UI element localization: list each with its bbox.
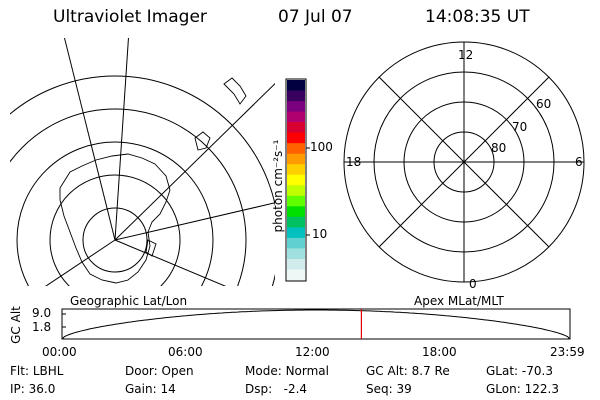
colorbar-segment: [287, 258, 305, 271]
colorbar-segment: [287, 174, 305, 186]
colorbar-segment: [287, 132, 305, 144]
colorbar-segment: [287, 227, 305, 239]
colorbar-frame: [285, 78, 307, 282]
longitude-lines: [45, 38, 275, 286]
colorbar-segment: [287, 90, 305, 102]
mlt-label-6: 6: [575, 155, 583, 169]
info-gc-alt: GC Alt: 8.7 Re: [366, 364, 450, 378]
mlt-label-12: 12: [458, 48, 474, 62]
xtick-18: 18:00: [422, 345, 457, 359]
mlt-label-18: 18: [346, 155, 362, 169]
colorbar-segment: [287, 101, 305, 113]
app-title: Ultraviolet Imager: [53, 7, 207, 27]
colorbar-segment: [287, 80, 305, 92]
info-dsp: Dsp: -2.4: [245, 382, 308, 396]
colorbar-segment: [287, 164, 305, 176]
mlat-label-60: 60: [536, 97, 552, 111]
info-glat: GLat: -70.3: [486, 364, 553, 378]
colorbar-segment: [287, 206, 305, 218]
xtick-12: 12:00: [295, 345, 330, 359]
colorbar-unit-label: photon cm⁻²s⁻¹: [271, 139, 285, 233]
info-gain: Gain: 14: [125, 382, 176, 396]
xtick-2359: 23:59: [550, 345, 585, 359]
gc-alt-ytick-1.8: 1.8: [32, 320, 52, 334]
gc-alt-yticks: [62, 313, 66, 328]
gc-alt-ytick-9: 9.0: [32, 306, 52, 320]
colorbar-segment: [287, 248, 305, 260]
colorbar-segment: [287, 195, 305, 207]
info-door: Door: Open: [125, 364, 194, 378]
colorbar-segment: [287, 185, 305, 197]
gc-alt-curve: [61, 309, 571, 340]
magnetic-polar-grid: [343, 41, 585, 283]
colorbar-ticks: [306, 147, 310, 236]
colorbar-tick-100: 100: [310, 140, 333, 154]
colorbar-segment: [287, 237, 305, 250]
geographic-label: Geographic Lat/Lon: [70, 294, 188, 308]
info-ip: IP: 36.0: [10, 382, 56, 396]
colorbar-segment: [287, 153, 305, 165]
mlat-label-70: 70: [512, 120, 528, 134]
info-mode: Mode: Normal: [245, 364, 329, 378]
colorbar-tick-10: 10: [312, 227, 328, 241]
gc-alt-ylabel: GC Alt: [9, 306, 23, 344]
xtick-00: 00:00: [42, 345, 77, 359]
colorbar-segment: [287, 269, 305, 281]
geographic-map: [10, 38, 275, 286]
info-seq: Seq: 39: [366, 382, 412, 396]
latitude-circles: [10, 75, 275, 286]
coastline-antarctica: [59, 153, 171, 284]
gc-alt-frame: [61, 308, 571, 340]
info-glon: GLon: 122.3: [486, 382, 559, 396]
apex-label: Apex MLat/MLT: [414, 294, 504, 308]
time-label: 14:08:35 UT: [425, 7, 530, 27]
coastline-fragment: [145, 77, 247, 257]
colorbar: [287, 80, 305, 281]
info-flt: Flt: LBHL: [10, 364, 64, 378]
colorbar-segment: [287, 122, 305, 134]
xtick-06: 06:00: [168, 345, 203, 359]
colorbar-segment: [287, 143, 305, 155]
mlt-label-0: 0: [469, 277, 477, 291]
mlat-label-80: 80: [491, 141, 507, 155]
date-label: 07 Jul 07: [278, 7, 353, 27]
colorbar-segment: [287, 111, 305, 123]
colorbar-segment: [287, 216, 305, 228]
